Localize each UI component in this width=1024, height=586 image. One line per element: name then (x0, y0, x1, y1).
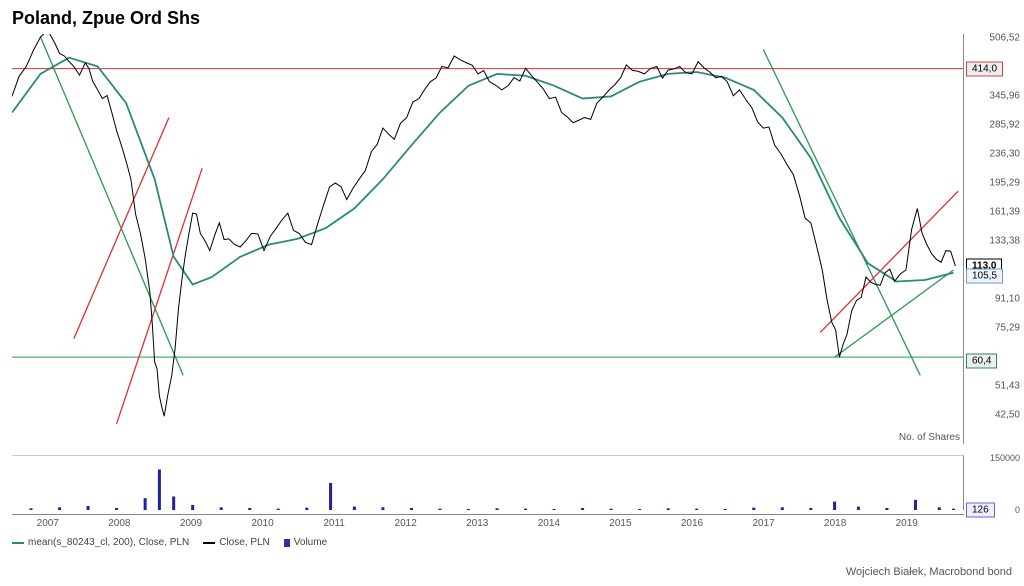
legend: mean(s_80243_cl, 200), Close, PLN Close, … (12, 537, 327, 548)
legend-swatch (12, 542, 24, 544)
chart-title: Poland, Zpue Ord Shs (12, 8, 200, 29)
price-tick: 236,30 (989, 148, 1020, 159)
legend-swatch (203, 542, 215, 544)
price-tick: 51,43 (995, 380, 1020, 391)
legend-label: mean(s_80243_cl, 200), Close, PLN (28, 537, 189, 548)
price-tick: 75,29 (995, 322, 1020, 333)
price-tick: 506,52 (989, 32, 1020, 43)
price-tick: 285,92 (989, 119, 1020, 130)
volume-tick: 0 (1015, 505, 1020, 515)
year-tick: 2011 (323, 518, 345, 529)
price-tick: 161,39 (989, 206, 1020, 217)
year-tick: 2018 (824, 518, 846, 529)
price-label: 60,4 (966, 354, 997, 369)
year-tick: 2008 (108, 518, 130, 529)
year-tick: 2007 (37, 518, 59, 529)
legend-label: Close, PLN (219, 537, 270, 548)
secondary-axis: 987,5261,4703692,1265,6968,7363789,7717,… (1020, 34, 1024, 444)
price-label: 414,0 (966, 61, 1003, 76)
year-tick: 2017 (752, 518, 774, 529)
year-tick: 2016 (681, 518, 703, 529)
legend-label: Volume (294, 537, 327, 548)
year-tick: 2013 (466, 518, 488, 529)
volume-chart (12, 455, 964, 510)
volume-tick: 150000 (990, 453, 1020, 463)
price-tick: 42,50 (995, 409, 1020, 420)
price-tick: 195,29 (989, 177, 1020, 188)
price-label: 105,5 (966, 269, 1003, 284)
legend-item: Volume (284, 537, 327, 548)
legend-swatch (284, 539, 290, 547)
price-tick: 345,96 (989, 90, 1020, 101)
price-chart (12, 34, 964, 444)
time-axis: 2007 2008 2009 2010 2011 2012 2013 2014 2015 2016… (12, 514, 964, 530)
attribution: Wojciech Białek, Macrobond bond (846, 566, 1012, 578)
price-label: 126 (966, 502, 995, 517)
year-tick: 2019 (896, 518, 918, 529)
price-tick: 133,38 (989, 235, 1020, 246)
price-tick: 91,10 (995, 293, 1020, 304)
legend-item: mean(s_80243_cl, 200), Close, PLN (12, 537, 189, 548)
price-axis: 506,52 345,96 285,92 236,30 195,29 161,39 133,… (974, 34, 1022, 444)
year-tick: 2009 (180, 518, 202, 529)
year-tick: 2015 (609, 518, 631, 529)
legend-item: Close, PLN (203, 537, 270, 548)
year-tick: 2012 (395, 518, 417, 529)
no-of-shares-label: No. of Shares (899, 432, 960, 443)
year-tick: 2010 (251, 518, 273, 529)
year-tick: 2014 (538, 518, 560, 529)
